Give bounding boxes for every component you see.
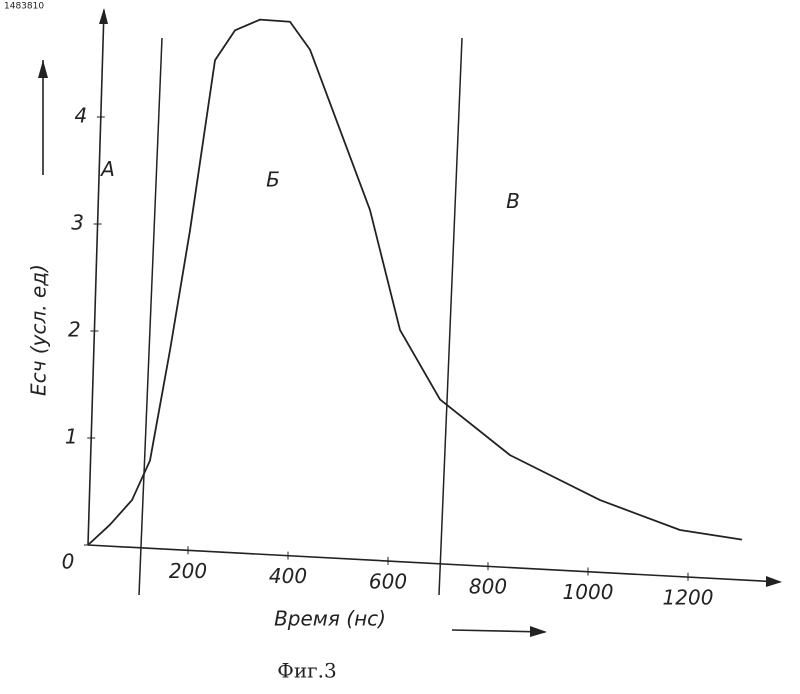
y-label-arrow-head: [38, 60, 48, 78]
y-tick-label: 4: [74, 104, 87, 128]
y-tick-label: 1: [65, 425, 78, 449]
y-tick-label: 3: [71, 211, 84, 235]
region-boundary: [439, 38, 462, 595]
y-axis-arrow: [99, 8, 108, 24]
x-label-arrow-head: [530, 626, 547, 637]
x-tick-label: 1000: [563, 580, 614, 604]
caption: Фиг.3: [277, 659, 337, 683]
x-tick-label: 600: [369, 569, 407, 593]
region-boundary: [139, 38, 162, 595]
region-label: В: [506, 189, 520, 213]
y-axis-label: Eсч (усл. ед): [27, 264, 51, 396]
y-axis: [88, 10, 104, 545]
x-tick-label: 200: [169, 559, 207, 583]
x-tick-label: 400: [269, 564, 307, 588]
x-axis-label: Время (нс): [274, 607, 386, 631]
page: {"doc_number": "1483810", "chart_data": …: [0, 0, 800, 694]
x-axis-arrow: [766, 576, 782, 587]
y-tick-label: 2: [68, 318, 81, 342]
doc-number: 1483810: [4, 2, 44, 12]
chart: 1483810 Время (нс) Eсч (усл. ед) Фиг.3 2…: [0, 0, 800, 694]
x-tick-label: 800: [469, 575, 507, 599]
region-label: А: [99, 157, 115, 181]
y-tick-label: 0: [62, 550, 75, 574]
region-label: Б: [266, 168, 280, 192]
x-tick-label: 1200: [663, 585, 714, 609]
curve: [88, 20, 742, 545]
